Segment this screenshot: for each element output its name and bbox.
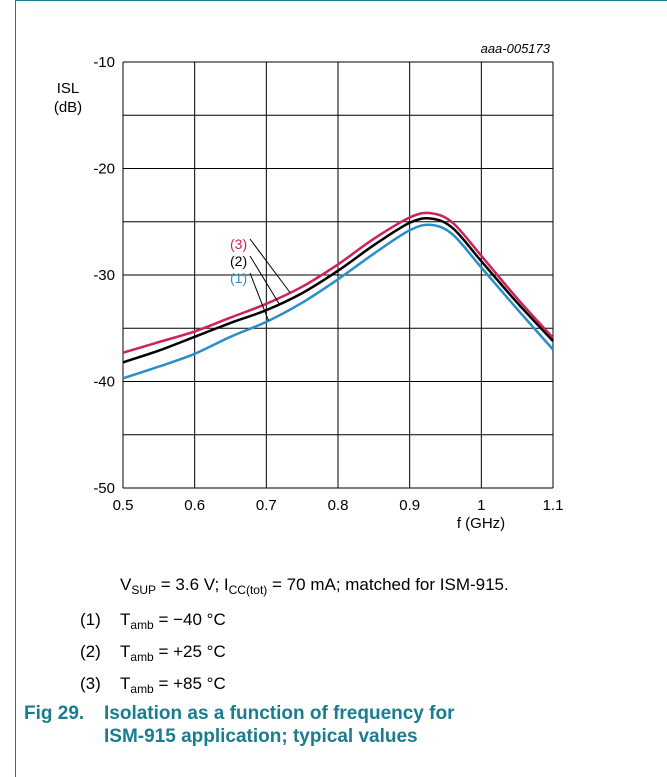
caption-line-1: Isolation as a function of frequency for xyxy=(104,703,455,724)
y-axis-label-line2: (dB) xyxy=(54,99,82,116)
x-axis-label: f (GHz) xyxy=(457,515,505,532)
y-tick-label-2: -30 xyxy=(93,267,115,284)
legend-item-2: (2) Tamb = +25 °C xyxy=(80,642,226,664)
callout-leader-1 xyxy=(249,272,269,321)
y-tick-label-3: -20 xyxy=(93,161,115,178)
callout-label-3: (3) xyxy=(230,236,247,252)
figure-caption: Fig 29. Isolation as a function of freque… xyxy=(24,702,454,748)
frame-left-border xyxy=(15,0,16,777)
x-tick-label-1: 0.6 xyxy=(184,497,205,514)
caption-line-2: ISM-915 application; typical values xyxy=(104,726,418,747)
series-line-1 xyxy=(122,223,554,380)
isolation-chart: 0.5 0.6 0.7 0.8 0.9 1 1.1 -50 -40 -30 -20 -10 aaa-0… xyxy=(54,41,564,532)
chart-tick-labels: 0.5 0.6 0.7 0.8 0.9 1 1.1 -50 -40 -30 -20 -10 xyxy=(93,54,563,514)
x-tick-label-0: 0.5 xyxy=(113,497,134,514)
series-line-3 xyxy=(122,211,554,354)
series-line-2 xyxy=(122,217,554,364)
x-tick-label-6: 1.1 xyxy=(543,497,564,514)
figure-number: Fig 29. xyxy=(24,703,85,724)
callout-leader-2 xyxy=(249,255,280,305)
callout-label-2: (2) xyxy=(230,253,247,269)
callout-leader-3 xyxy=(249,238,291,293)
x-tick-label-2: 0.7 xyxy=(256,497,277,514)
callout-label-1: (1) xyxy=(230,270,247,286)
legend-item-1: (1) Tamb = −40 °C xyxy=(80,610,226,632)
y-tick-label-1: -40 xyxy=(93,374,115,391)
x-tick-label-5: 1 xyxy=(477,497,485,514)
measurement-conditions: VSUP = 3.6 V; ICC(tot) = 70 mA; matched … xyxy=(120,575,509,597)
y-tick-label-0: -50 xyxy=(93,480,115,497)
chart-grid xyxy=(122,61,554,489)
frame-top-border xyxy=(15,0,667,1)
x-tick-label-4: 0.9 xyxy=(399,497,420,514)
chart-series xyxy=(122,211,554,380)
x-tick-label-3: 0.8 xyxy=(328,497,349,514)
y-tick-label-4: -10 xyxy=(93,54,115,71)
legend-item-3: (3) Tamb = +85 °C xyxy=(80,674,226,696)
figure-id-label: aaa-005173 xyxy=(481,41,551,56)
y-axis-label-line1: ISL xyxy=(57,80,80,97)
series-callouts: (1)(2)(3) xyxy=(230,236,291,321)
